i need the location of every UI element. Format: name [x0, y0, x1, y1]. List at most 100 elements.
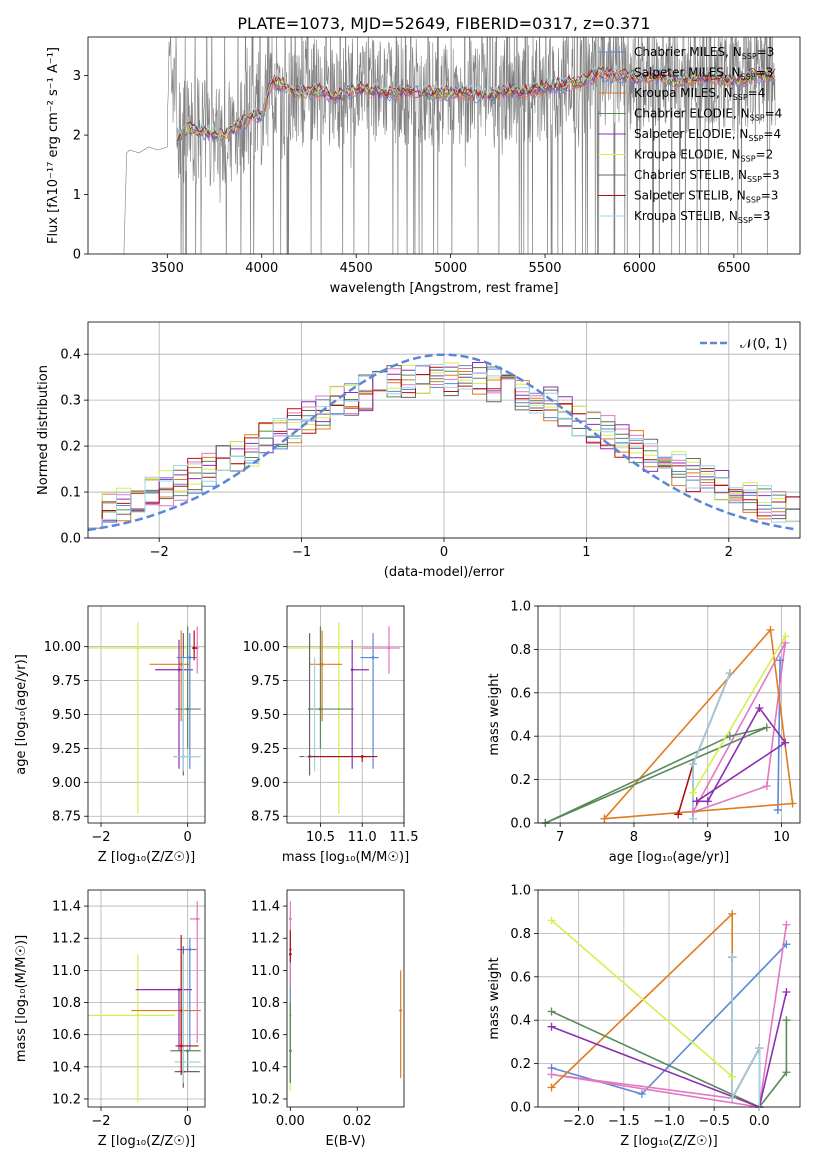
age_vs_mass-plot-area [287, 622, 400, 814]
series-marker [547, 1007, 556, 1016]
data-point [177, 668, 181, 672]
y-tick-label: 0.2 [510, 1057, 531, 1072]
data-point [181, 1060, 185, 1064]
y-tick-label: 11.0 [52, 964, 81, 979]
series-marker [637, 1089, 646, 1098]
data-point [192, 646, 196, 650]
series-marker [762, 782, 771, 791]
legend-sub: SSP [748, 134, 763, 143]
data-point [288, 952, 292, 956]
axes-frame [537, 889, 801, 1108]
data-point [399, 1009, 403, 1012]
y-axis-label: Flux [fλ10⁻¹⁷ erg cm⁻² s⁻¹ A⁻¹] [46, 47, 61, 244]
mass_vs_ebv-axes: 0.00 0.02 10.2 10.4 10.6 10.8 11.0 11.2 11.4 E(B-… [251, 889, 405, 1149]
y-tick-label: 1.0 [510, 884, 531, 899]
x-axis-label: age [log₁₀(age/yr)] [609, 850, 730, 865]
axes-frame [87, 605, 206, 824]
series-line-salpeter_elodie [551, 991, 788, 1107]
y-tick-label: 9.25 [251, 742, 280, 757]
x-tick-label: 10 [773, 830, 790, 845]
mass_vs_Z-axes: −2 0 10.2 10.4 10.6 10.8 11.0 11.2 11.4 Z [log₁₀(… [14, 889, 206, 1149]
series-line-kroupa_miles [551, 912, 761, 1099]
series-marker [547, 916, 556, 925]
series-marker [782, 1068, 791, 1077]
legend-text: Kroupa ELODIE, N [634, 148, 741, 162]
x-tick-label: −1.0 [653, 1114, 685, 1129]
y-tick-label: 3 [73, 69, 81, 84]
y-tick-label: 1.0 [510, 600, 531, 615]
series-line-kroupa_elodie [692, 635, 786, 794]
y-tick-label: 0.4 [510, 730, 531, 745]
y-axis-label: mass weight [487, 673, 502, 755]
series-line-kroupa_stelib [731, 957, 761, 1107]
series-marker [725, 669, 734, 678]
y-tick-label: 11.2 [251, 932, 280, 947]
legend-suffix: =4 [763, 127, 781, 141]
legend-sub: SSP [733, 93, 748, 102]
x-axis-label: Z [log₁₀(Z/Z☉)] [98, 850, 195, 865]
series-marker [773, 805, 782, 814]
legend-label: Kroupa MILES, NSSP=4 [634, 86, 765, 102]
axes-frame [286, 889, 405, 1108]
series-line-chabrier_stelib [731, 957, 761, 1107]
legend-suffix: =4 [748, 86, 766, 100]
series-marker [781, 632, 790, 641]
series-marker [782, 1016, 791, 1025]
legend-label: Chabrier STELIB, NSSP=3 [634, 168, 780, 184]
series-line-chabrier_elodie [551, 1010, 788, 1107]
y-tick-label: 0.4 [510, 1014, 531, 1029]
data-point [188, 656, 192, 659]
y-tick-label: 2 [73, 129, 81, 144]
series-marker [547, 1022, 556, 1031]
legend-suffix: =3 [756, 66, 774, 80]
y-tick-label: 0.6 [510, 970, 531, 985]
legend-label: 𝒩(0, 1) [740, 337, 787, 352]
data-point [179, 1044, 183, 1048]
x-tick-label: −2 [150, 545, 169, 560]
y-tick-label: 9.50 [52, 708, 81, 723]
legend-sub: SSP [741, 73, 756, 82]
axes-frame [537, 605, 801, 824]
x-tick-label: 5500 [528, 261, 561, 276]
y-tick-label: 0.2 [60, 440, 81, 455]
x-axis-label: mass [log₁₀(M/M☉)] [282, 850, 409, 865]
histogram-kroupa_stelib [88, 363, 800, 529]
y-tick-label: 11.4 [251, 900, 280, 915]
x-tick-label: 4500 [340, 261, 373, 276]
y-tick-label: 11.4 [52, 900, 81, 915]
y-tick-label: 9.00 [251, 776, 280, 791]
x-tick-label: 0 [184, 830, 192, 845]
y-tick-label: 10.2 [52, 1092, 81, 1107]
y-tick-label: 11.2 [52, 932, 81, 947]
legend-suffix: =3 [757, 45, 775, 59]
legend-suffix: =3 [761, 189, 779, 203]
x-tick-label: 0.00 [276, 1114, 305, 1129]
x-axis-label: (data-model)/error [384, 565, 505, 580]
data-point [371, 656, 375, 659]
y-tick-label: 10.00 [243, 640, 280, 655]
data-point [319, 707, 322, 711]
series-marker [776, 656, 785, 665]
x-tick-label: 6500 [717, 261, 750, 276]
y-tick-label: 9.25 [52, 742, 81, 757]
legend-label: Salpeter ELODIE, NSSP=4 [634, 127, 781, 143]
legend-label: Chabrier ELODIE, NSSP=4 [634, 107, 782, 123]
y-tick-label: 10.00 [44, 640, 81, 655]
series-line-kroupa_elodie [551, 919, 733, 1078]
legend-sub: SSP [742, 52, 757, 61]
x-tick-label: 5000 [434, 261, 467, 276]
y-tick-label: 10.4 [52, 1060, 81, 1075]
x-axis-label: Z [log₁₀(Z/Z☉)] [98, 1134, 195, 1149]
series-line-salpeter_miles [692, 642, 786, 813]
x-tick-label: 10.5 [306, 830, 335, 845]
axes-frame [87, 321, 801, 539]
mass_weight_vs_age-plot-area [545, 628, 794, 823]
series-marker [766, 625, 775, 634]
model-spectrum-kroupa_stelib [176, 66, 776, 140]
legend-label: Kroupa STELIB, NSSP=3 [634, 209, 771, 225]
x-tick-label: 0.02 [343, 1114, 372, 1129]
data-point [195, 646, 199, 650]
x-tick-label: 0 [440, 545, 448, 560]
x-tick-label: 7 [556, 830, 564, 845]
y-tick-label: 10.6 [251, 1028, 280, 1043]
